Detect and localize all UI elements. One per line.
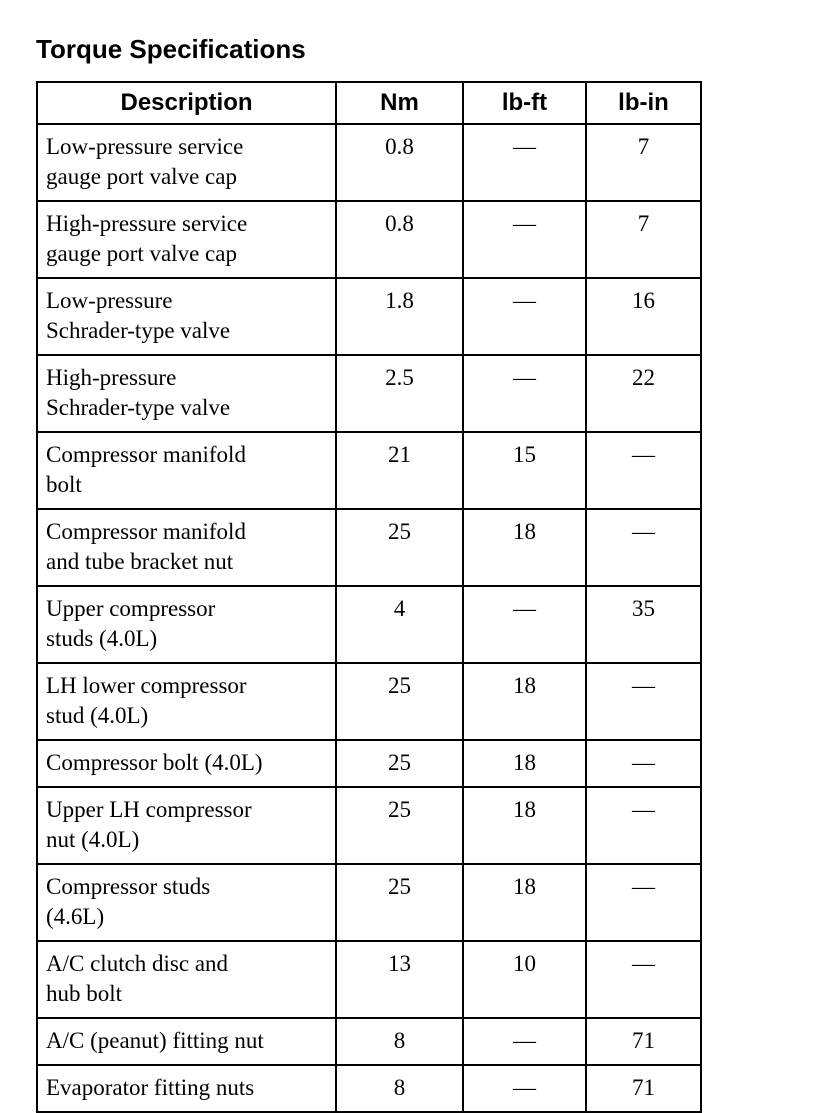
table-row: Upper compressor studs (4.0L) 4 — 35: [36, 585, 702, 664]
page-title: Torque Specifications: [36, 34, 306, 64]
lb-ft-value-cell: 18: [462, 508, 587, 587]
lb-in-value-cell: 16: [585, 277, 702, 356]
nm-value-cell: 25: [335, 508, 464, 587]
nm-value-cell: 25: [335, 863, 464, 942]
lb-in-value-cell: —: [585, 863, 702, 942]
nm-value-cell: 13: [335, 940, 464, 1019]
nm-value-cell: 1.8: [335, 277, 464, 356]
lb-ft-value-cell: —: [462, 200, 587, 279]
table-row: Compressor manifold and tube bracket nut…: [36, 508, 702, 587]
table-row: A/C clutch disc and hub bolt 13 10 —: [36, 940, 702, 1019]
description-cell: Low-pressure service gauge port valve ca…: [36, 123, 337, 202]
lb-in-value-cell: —: [585, 940, 702, 1019]
table-row: Evaporator fitting nuts 8 — 71: [36, 1064, 702, 1113]
table-body: Low-pressure service gauge port valve ca…: [36, 123, 702, 1113]
nm-value-cell: 8: [335, 1017, 464, 1066]
lb-in-value-cell: —: [585, 508, 702, 587]
lb-ft-value-cell: 18: [462, 739, 587, 788]
nm-value-cell: 2.5: [335, 354, 464, 433]
table-header: Description Nm lb-ft lb-in: [36, 81, 702, 125]
column-header-lb-ft: lb-ft: [462, 81, 587, 125]
description-cell: Compressor manifold and tube bracket nut: [36, 508, 337, 587]
table-row: Low-pressure service gauge port valve ca…: [36, 123, 702, 202]
lb-ft-value-cell: 10: [462, 940, 587, 1019]
lb-ft-value-cell: —: [462, 1017, 587, 1066]
lb-in-value-cell: 71: [585, 1017, 702, 1066]
lb-in-value-cell: 22: [585, 354, 702, 433]
description-cell: LH lower compressor stud (4.0L): [36, 662, 337, 741]
table-row: High-pressure service gauge port valve c…: [36, 200, 702, 279]
torque-spec-table: Description Nm lb-ft lb-in Low-pressure …: [36, 81, 702, 1113]
lb-in-value-cell: —: [585, 786, 702, 865]
lb-in-value-cell: —: [585, 431, 702, 510]
lb-ft-value-cell: 18: [462, 662, 587, 741]
lb-ft-value-cell: 18: [462, 786, 587, 865]
lb-ft-value-cell: —: [462, 354, 587, 433]
description-cell: High-pressure service gauge port valve c…: [36, 200, 337, 279]
table-row: Compressor studs (4.6L) 25 18 —: [36, 863, 702, 942]
lb-ft-value-cell: —: [462, 1064, 587, 1113]
table-row: Compressor manifold bolt 21 15 —: [36, 431, 702, 510]
table-row: High-pressure Schrader-type valve 2.5 — …: [36, 354, 702, 433]
nm-value-cell: 8: [335, 1064, 464, 1113]
nm-value-cell: 25: [335, 739, 464, 788]
description-cell: A/C (peanut) fitting nut: [36, 1017, 337, 1066]
table-row: Compressor bolt (4.0L) 25 18 —: [36, 739, 702, 788]
lb-ft-value-cell: —: [462, 585, 587, 664]
description-cell: Compressor manifold bolt: [36, 431, 337, 510]
table-row: A/C (peanut) fitting nut 8 — 71: [36, 1017, 702, 1066]
lb-ft-value-cell: —: [462, 123, 587, 202]
nm-value-cell: 0.8: [335, 123, 464, 202]
lb-ft-value-cell: —: [462, 277, 587, 356]
column-header-description: Description: [36, 81, 337, 125]
lb-in-value-cell: 71: [585, 1064, 702, 1113]
nm-value-cell: 25: [335, 662, 464, 741]
nm-value-cell: 4: [335, 585, 464, 664]
description-cell: Upper LH compressor nut (4.0L): [36, 786, 337, 865]
lb-in-value-cell: —: [585, 739, 702, 788]
description-cell: Evaporator fitting nuts: [36, 1064, 337, 1113]
table-row: Low-pressure Schrader-type valve 1.8 — 1…: [36, 277, 702, 356]
lb-in-value-cell: —: [585, 662, 702, 741]
lb-ft-value-cell: 18: [462, 863, 587, 942]
column-header-nm: Nm: [335, 81, 464, 125]
nm-value-cell: 25: [335, 786, 464, 865]
column-header-lb-in: lb-in: [585, 81, 702, 125]
header-row: Description Nm lb-ft lb-in: [36, 81, 702, 125]
nm-value-cell: 21: [335, 431, 464, 510]
table-row: Upper LH compressor nut (4.0L) 25 18 —: [36, 786, 702, 865]
description-cell: Compressor studs (4.6L): [36, 863, 337, 942]
lb-in-value-cell: 7: [585, 123, 702, 202]
nm-value-cell: 0.8: [335, 200, 464, 279]
lb-in-value-cell: 7: [585, 200, 702, 279]
description-cell: High-pressure Schrader-type valve: [36, 354, 337, 433]
description-cell: Low-pressure Schrader-type valve: [36, 277, 337, 356]
description-cell: Upper compressor studs (4.0L): [36, 585, 337, 664]
lb-in-value-cell: 35: [585, 585, 702, 664]
description-cell: A/C clutch disc and hub bolt: [36, 940, 337, 1019]
lb-ft-value-cell: 15: [462, 431, 587, 510]
table-row: LH lower compressor stud (4.0L) 25 18 —: [36, 662, 702, 741]
description-cell: Compressor bolt (4.0L): [36, 739, 337, 788]
